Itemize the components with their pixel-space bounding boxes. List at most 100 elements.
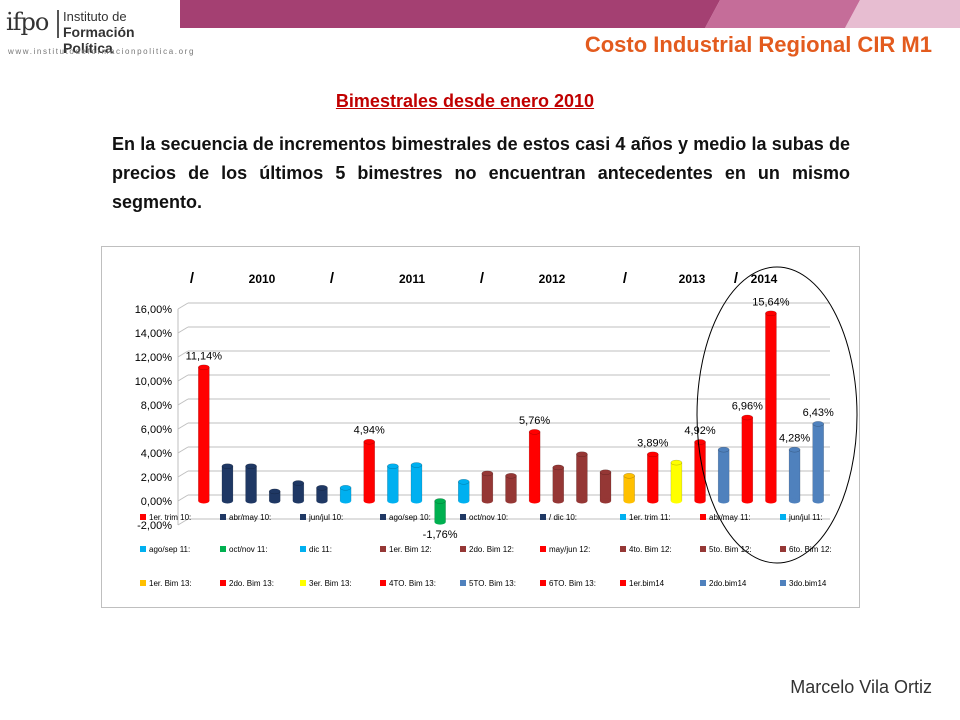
- legend-label: oct/nov 11:: [229, 545, 268, 554]
- legend-label: dic 11:: [309, 545, 332, 554]
- y-tick-label: 14,00%: [135, 328, 173, 340]
- bar-cap: [363, 438, 375, 445]
- legend-label: oct/nov 10:: [469, 513, 508, 522]
- bar-cap: [812, 421, 824, 427]
- logo-mark: ifpo: [6, 8, 49, 36]
- bar-base: [481, 498, 493, 504]
- bar-cap: [788, 446, 801, 453]
- bar: [505, 475, 517, 502]
- legend-swatch: [620, 546, 626, 552]
- data-label: 5,76%: [519, 415, 550, 427]
- bar-base: [505, 498, 517, 504]
- legend-label: 1er.bim14: [629, 579, 665, 588]
- bar: [599, 471, 612, 502]
- bar-base: [221, 498, 233, 504]
- legend-label: 3er. Bim 13:: [309, 579, 352, 588]
- gridline-depth: [177, 350, 189, 358]
- bar: [481, 473, 494, 502]
- gridline-depth: [177, 302, 189, 310]
- bar-cap: [765, 310, 777, 317]
- legend-label: jun/jul 10:: [308, 513, 343, 522]
- bar-base: [670, 498, 682, 504]
- bar-cap: [387, 463, 399, 469]
- bar-cap: [292, 480, 305, 486]
- legend-swatch: [700, 546, 706, 552]
- bar-base: [458, 498, 470, 504]
- legend-label: abr/may 11:: [709, 513, 751, 522]
- bar-cap: [552, 464, 565, 471]
- bar-cap: [505, 473, 517, 479]
- bar-base: [741, 498, 753, 504]
- page-title: Costo Industrial Regional CIR M1: [584, 32, 932, 57]
- bar-base: [576, 498, 588, 504]
- bar: [221, 465, 234, 502]
- body-paragraph: En la secuencia de incrementos bimestral…: [112, 134, 850, 212]
- legend-swatch: [460, 580, 466, 586]
- author-name: Marcelo Vila Ortiz: [790, 677, 932, 697]
- bar: [576, 453, 588, 502]
- data-label: 4,28%: [779, 433, 810, 445]
- bar-base: [198, 498, 210, 504]
- legend-swatch: [460, 546, 466, 552]
- year-header-label: /: [734, 270, 739, 287]
- y-tick-label: 6,00%: [141, 424, 172, 436]
- legend-swatch: [540, 546, 546, 552]
- data-label: 4,94%: [354, 425, 385, 437]
- bar-base: [269, 498, 281, 504]
- chart-frame: -2,00% 0,00% 2,00% 4,00% 6,00% 8,00% 10,00% 12,…: [101, 246, 860, 608]
- bar-base: [363, 498, 375, 504]
- bar-cap: [410, 462, 423, 468]
- legend-swatch: [780, 580, 786, 586]
- gridline-depth: [177, 422, 189, 430]
- bar: [552, 467, 565, 502]
- bar: [387, 465, 399, 502]
- bar: [741, 417, 754, 502]
- bar-cap: [647, 451, 659, 458]
- data-label: 15,64%: [752, 296, 790, 308]
- logo-divider: [57, 10, 59, 38]
- bar-cap: [434, 498, 446, 504]
- bar: [694, 441, 706, 502]
- bar-base: [789, 498, 801, 504]
- bar: [812, 423, 824, 502]
- legend-label: 1er. Bim 13:: [149, 579, 192, 588]
- bar-cap: [741, 414, 754, 421]
- legend-label: 4to. Bim 12:: [629, 545, 672, 554]
- logo-line-2: Formación Política: [63, 24, 135, 56]
- bar: [245, 465, 257, 502]
- bar-cap: [245, 463, 257, 469]
- legend-swatch: [300, 546, 306, 552]
- year-header-label: 2013: [679, 272, 706, 286]
- bar-cap: [528, 429, 541, 435]
- bar: [788, 449, 801, 502]
- bar-base: [694, 498, 706, 504]
- legend-swatch: [700, 580, 706, 586]
- legend-label: abr/may 10:: [229, 513, 271, 522]
- legend-label: 2do. Bim 13:: [229, 579, 274, 588]
- legend-swatch: [220, 580, 226, 586]
- year-header-label: 2010: [249, 272, 276, 286]
- legend-swatch: [220, 514, 226, 520]
- bar-base: [647, 498, 659, 504]
- bar-base: [410, 498, 422, 504]
- bar: [457, 481, 470, 502]
- bar-base: [292, 498, 304, 504]
- year-header-label: /: [190, 270, 195, 287]
- data-label: 6,96%: [732, 400, 763, 412]
- legend-swatch: [700, 514, 706, 520]
- legend-swatch: [620, 580, 626, 586]
- y-tick-label: 4,00%: [141, 448, 172, 460]
- bar-base: [600, 498, 612, 504]
- bar-cap: [268, 488, 281, 495]
- bar-cap: [623, 473, 635, 479]
- legend-swatch: [380, 514, 386, 520]
- bar: [410, 464, 423, 502]
- gridline-depth: [177, 374, 189, 382]
- y-tick-label: 10,00%: [135, 376, 173, 388]
- legend-label: 2do.bim14: [709, 579, 747, 588]
- bar-base: [552, 498, 564, 504]
- bar: [363, 441, 375, 502]
- legend-label: 4TO. Bim 13:: [389, 579, 436, 588]
- bar: [434, 500, 446, 523]
- section-subtitle: Bimestrales desde enero 2010: [335, 91, 595, 111]
